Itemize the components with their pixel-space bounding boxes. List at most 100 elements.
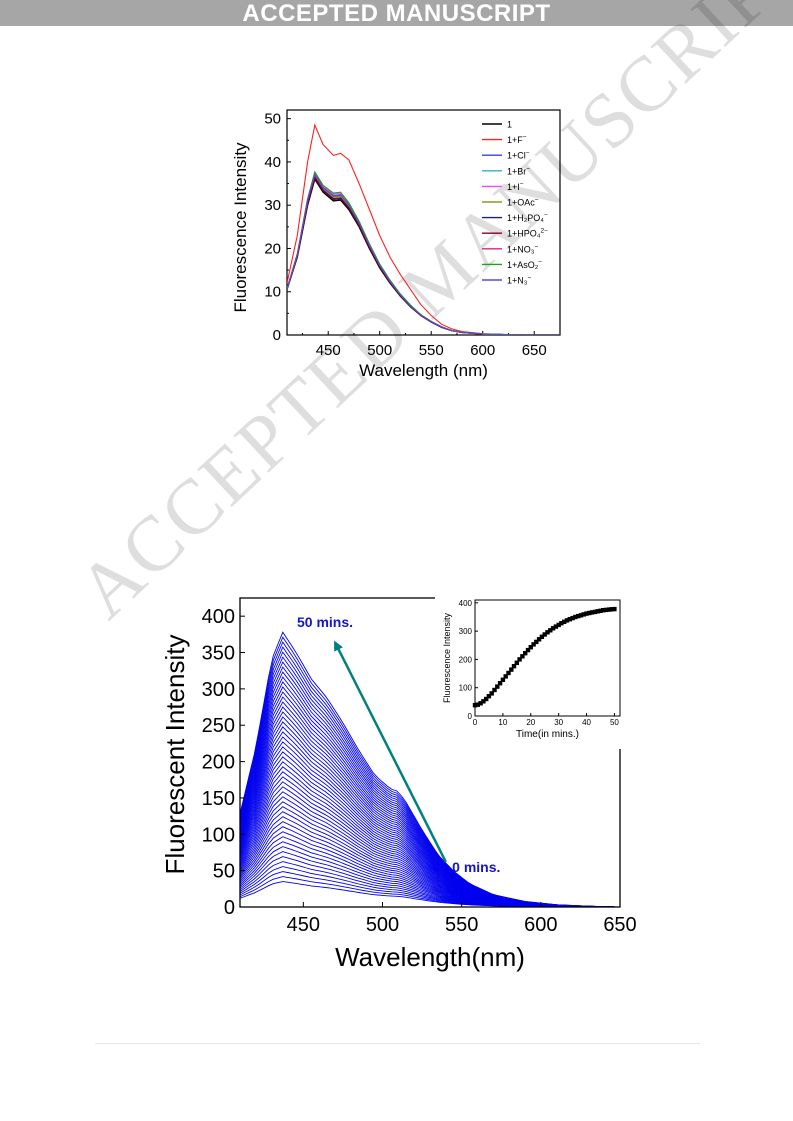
x-tick-label: 500: [367, 342, 392, 359]
x-tick-label: 650: [603, 914, 636, 936]
inset-point-47: [603, 607, 609, 613]
inset-frame: [474, 599, 621, 717]
x-tick-label: 600: [524, 914, 557, 936]
inset-point-35: [570, 615, 575, 621]
inset-point-45: [598, 608, 603, 613]
inset-point-38: [578, 613, 584, 618]
inset-point-43: [592, 609, 598, 615]
inset-point-39: [581, 612, 586, 617]
inset-point-2: [478, 701, 483, 706]
y-tick-label: 0: [224, 897, 235, 919]
x-tick-label: 600: [470, 342, 495, 359]
legend-label-10: 1+N₃−: [507, 275, 531, 286]
inset-point-10: [500, 677, 506, 682]
inset-point-30: [556, 622, 561, 628]
inset-point-13: [509, 667, 514, 672]
inset-x-tick-label: 0: [473, 718, 478, 727]
inset-x-axis-label: Time(in mins.): [516, 729, 579, 740]
inset-point-8: [495, 684, 500, 689]
inset-background: [435, 595, 625, 749]
x-tick-label: 650: [522, 342, 547, 359]
inset-point-17: [520, 654, 525, 659]
y-tick-label: 250: [202, 715, 235, 737]
y-tick-label: 40: [264, 154, 281, 171]
inset-point-18: [523, 651, 528, 656]
legend-label-6: 1+H₂PO₄−: [507, 212, 548, 223]
inset-point-16: [517, 657, 522, 662]
x-tick-label: 550: [419, 342, 444, 359]
inset-y-tick-label: 300: [459, 627, 473, 636]
inset-point-48: [606, 607, 611, 612]
series-line-10: [287, 172, 560, 335]
inset-point-20: [528, 645, 533, 650]
inset-y-tick-label: 200: [459, 655, 473, 664]
plot-frame: [286, 109, 561, 336]
inset-point-24: [539, 634, 545, 639]
inset-y-tick-label: 400: [459, 599, 473, 608]
inset-point-5: [486, 694, 492, 699]
y-tick-label: 350: [202, 643, 235, 665]
y-tick-label: 300: [202, 679, 235, 701]
x-tick-label: 450: [287, 914, 320, 936]
time-dependent-fluorescence-chart: 450 500 550 600 650050100150200250300350400W…: [160, 595, 637, 972]
inset-point-42: [589, 610, 595, 615]
inset-point-25: [542, 632, 547, 637]
inset-point-23: [536, 637, 542, 642]
plot-frame: [239, 597, 621, 908]
inset-point-22: [534, 639, 539, 645]
inset-point-4: [484, 696, 489, 702]
inset-x-tick-label: 40: [582, 718, 591, 727]
annotation-1: 0 mins.: [452, 859, 500, 875]
footer-divider: [95, 1043, 700, 1044]
inset-y-axis-label: Fluorescence Intensity: [442, 612, 452, 703]
legend-label-2: 1+Cl−: [507, 150, 530, 161]
inset-point-41: [587, 610, 592, 616]
inset-point-0: [472, 703, 478, 708]
y-tick-label: 30: [264, 197, 281, 214]
legend-label-1: 1+F−: [507, 134, 527, 145]
inset-point-15: [514, 660, 519, 665]
x-tick-label: 550: [445, 914, 478, 936]
y-axis-label: Fluorescent Intensity: [160, 635, 190, 875]
inset-x-tick-label: 30: [554, 718, 563, 727]
legend-label-4: 1+I−: [507, 181, 524, 192]
inset-point-3: [481, 699, 486, 704]
y-tick-label: 0: [273, 327, 281, 344]
inset-point-28: [550, 626, 556, 631]
inset-x-tick-label: 10: [498, 718, 507, 727]
y-tick-label: 150: [202, 788, 235, 810]
inset-point-11: [503, 674, 508, 679]
time-arrow: [333, 640, 447, 863]
inset-y-tick-label: 100: [459, 684, 473, 693]
legend-label-0: 1: [507, 120, 512, 130]
x-tick-label: 500: [366, 914, 399, 936]
inset-point-40: [584, 611, 589, 616]
inset-point-27: [548, 628, 553, 633]
legend-label-9: 1+AsO₂−: [507, 259, 542, 270]
inset-point-26: [545, 630, 550, 635]
inset-point-50: [612, 606, 617, 612]
legend-label-8: 1+NO₃−: [507, 243, 538, 254]
y-tick-label: 10: [264, 284, 281, 301]
inset-y-tick-label: 0: [468, 712, 473, 721]
inset-point-49: [609, 607, 614, 612]
y-tick-label: 50: [213, 861, 235, 883]
y-tick-label: 100: [202, 824, 235, 846]
x-tick-label: 450: [316, 342, 341, 359]
inset-x-tick-label: 20: [526, 718, 535, 727]
inset-x-tick-label: 50: [610, 718, 619, 727]
legend-label-7: 1+HPO₄2−: [507, 228, 548, 239]
y-tick-label: 400: [202, 606, 235, 628]
inset-point-14: [511, 664, 517, 669]
x-axis-label: Wavelength(nm): [335, 942, 525, 972]
inset-point-21: [531, 642, 536, 647]
spectrum-line-50: [240, 631, 620, 907]
inset-point-19: [525, 647, 531, 653]
x-axis-label: Wavelength (nm): [359, 361, 488, 380]
annotation-0: 50 mins.: [297, 614, 353, 630]
inset-point-37: [576, 613, 581, 619]
inset-point-9: [497, 681, 503, 686]
inset-point-7: [492, 687, 497, 693]
inset-point-46: [601, 608, 606, 613]
legend-label-5: 1+OAc−: [507, 197, 539, 208]
